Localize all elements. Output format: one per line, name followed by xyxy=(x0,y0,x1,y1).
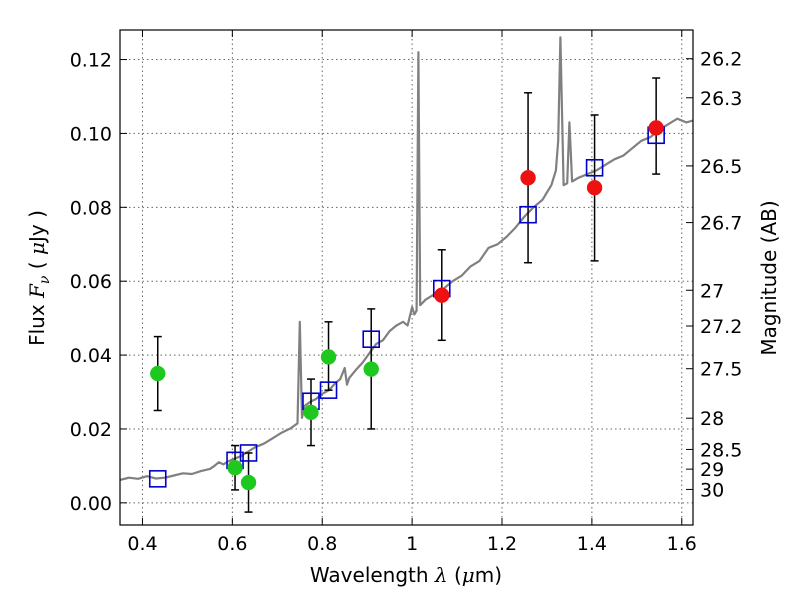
observed-nir-point xyxy=(520,170,536,186)
y2-tick-label: 27.5 xyxy=(700,359,742,381)
observed-nir-point xyxy=(586,179,603,196)
synthetic-photometry-square xyxy=(519,205,537,224)
observed-optical-point xyxy=(240,474,257,491)
y2-tick-label: 29 xyxy=(700,459,724,481)
y2-tick-label: 26.3 xyxy=(700,88,742,110)
synthetic-photometry-square xyxy=(148,470,167,488)
y-axis-label: Flux Fν ( μJy ) xyxy=(25,210,53,346)
model-spectrum-line xyxy=(119,36,694,481)
y2-tick-label: 26.7 xyxy=(700,213,742,235)
x-tick-label: 0.6 xyxy=(217,533,247,555)
x-tick-label: 0.8 xyxy=(307,533,337,555)
y-tick-label: 0.04 xyxy=(70,345,112,367)
y-tick-label: 0.12 xyxy=(70,50,112,72)
y-tick-label: 0.02 xyxy=(70,419,112,441)
synthetic-photometry-square xyxy=(362,330,381,348)
y-tick-label: 0.06 xyxy=(70,271,112,293)
y-tick-label: 0.10 xyxy=(70,123,112,145)
x-tick-label: 1.4 xyxy=(577,533,607,555)
tick-labels: 0.4 0.6 0.8 1 1.2 1.4 1.6 0.00 0.02 0.04 0.06 0.08 0… xyxy=(70,49,743,555)
y2-tick-label: 26.2 xyxy=(700,49,742,71)
observed-nir-point xyxy=(434,287,450,303)
axis-ticks xyxy=(120,30,693,525)
x-tick-label: 1.6 xyxy=(667,533,697,555)
model-spectrum xyxy=(119,36,694,481)
y2-tick-label: 26.5 xyxy=(700,156,742,178)
x-tick-label: 0.4 xyxy=(127,533,157,555)
x-axis-label: Wavelength λ (μm) xyxy=(310,563,502,587)
observed-optical-point xyxy=(320,349,337,365)
synthetic-photometry-square xyxy=(239,444,258,462)
error-bars xyxy=(153,77,661,513)
y2-tick-label: 27 xyxy=(700,280,724,302)
y-tick-label: 0.08 xyxy=(70,197,112,219)
grid-lines xyxy=(120,30,693,525)
y2-tick-label: 28 xyxy=(700,408,724,430)
data-markers xyxy=(148,120,665,491)
observed-nir-point xyxy=(648,120,664,136)
y2-tick-label: 27.2 xyxy=(700,316,742,338)
observed-optical-point xyxy=(363,361,379,377)
x-tick-label: 1 xyxy=(406,533,418,555)
y-tick-label: 0.00 xyxy=(70,493,112,515)
y2-axis-label: Magnitude (AB) xyxy=(757,200,781,355)
observed-optical-point xyxy=(227,459,243,476)
y2-tick-label: 30 xyxy=(700,479,724,501)
x-tick-label: 1.2 xyxy=(487,533,517,555)
synthetic-photometry-square xyxy=(585,158,604,177)
observed-optical-point xyxy=(303,404,319,421)
observed-optical-point xyxy=(150,365,166,382)
y2-tick-label: 28.5 xyxy=(700,439,742,461)
plot-frame xyxy=(119,29,694,526)
synthetic-photometry-square xyxy=(319,381,338,399)
